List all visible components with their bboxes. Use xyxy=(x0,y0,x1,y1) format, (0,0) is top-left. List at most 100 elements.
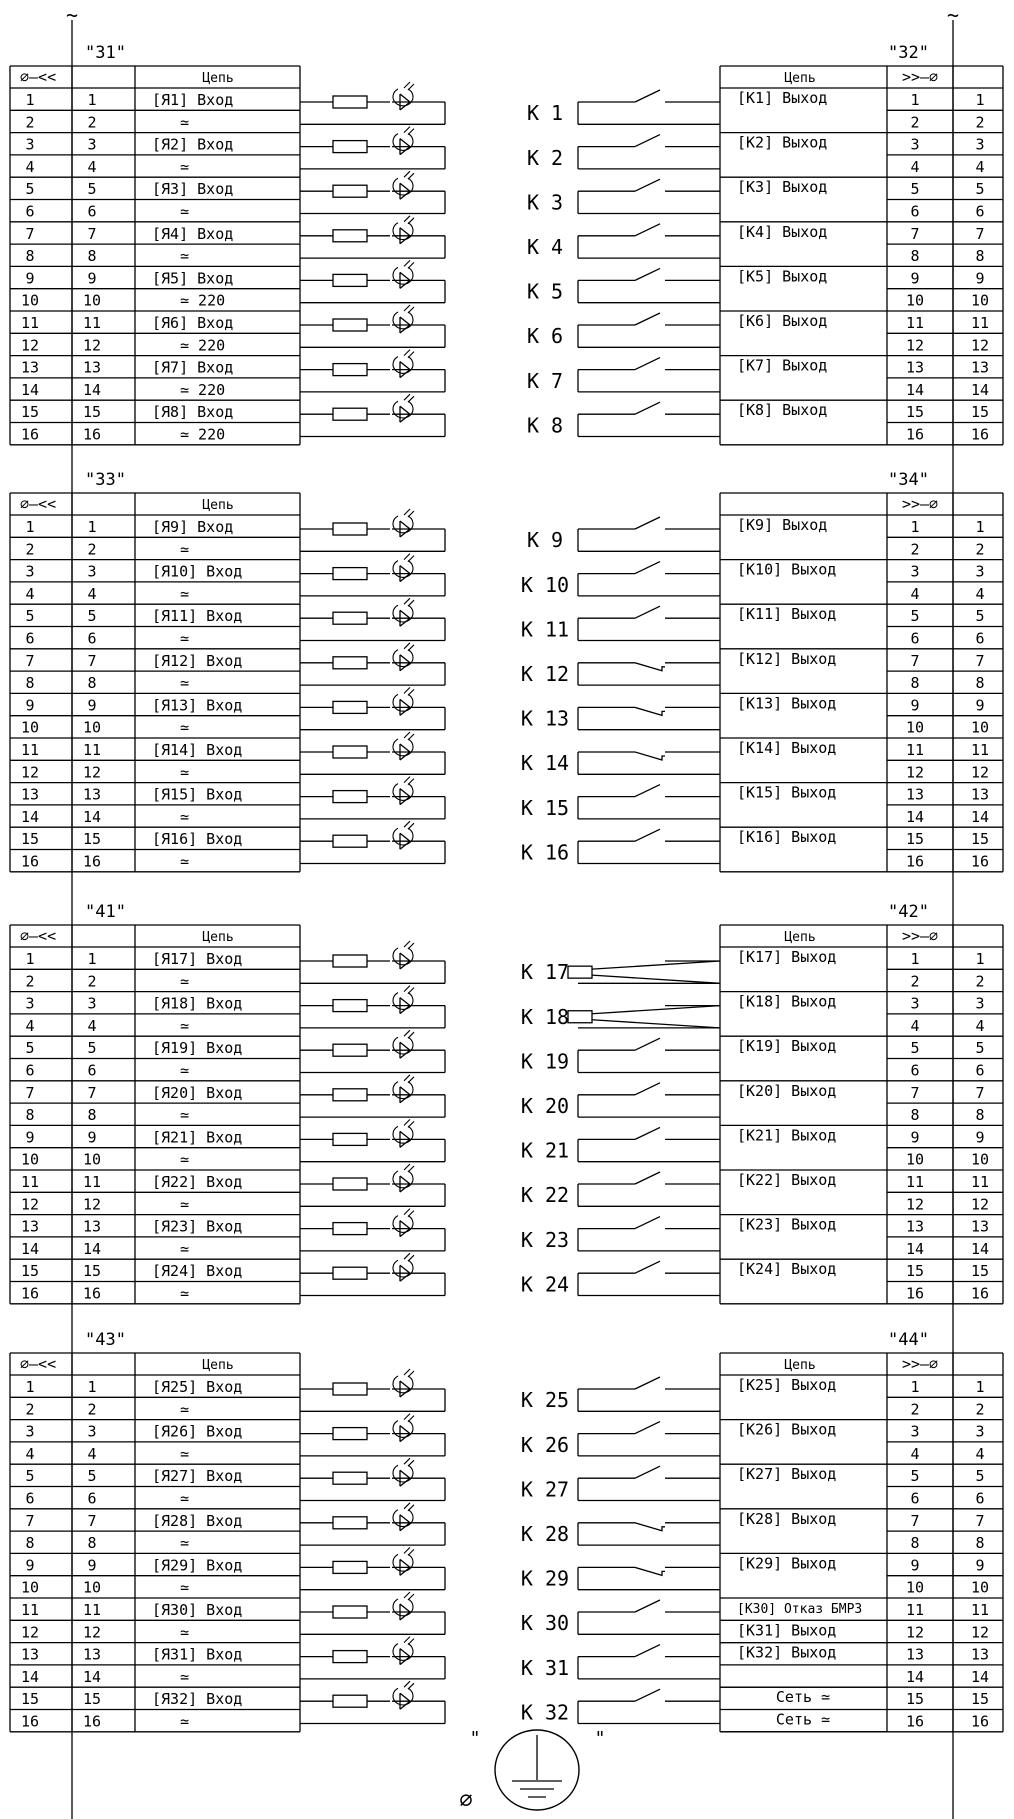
left-circuit-label: [Я17] Вход xyxy=(152,950,242,968)
left-contact-number: 11 xyxy=(83,1173,101,1191)
left-header-symbol: ∅—<< xyxy=(20,495,56,513)
left-contact-number: 16 xyxy=(83,1713,101,1731)
left-circuit-label: [Я5] Вход xyxy=(152,269,233,287)
left-pin-number: 8 xyxy=(25,1106,34,1124)
led-arrows xyxy=(403,1252,415,1262)
left-contact-number: 12 xyxy=(83,1195,101,1213)
relay-label: К 29 xyxy=(521,1567,569,1591)
relay-label: К 25 xyxy=(521,1388,569,1412)
left-contact-number: 5 xyxy=(87,607,96,625)
right-contact-number: 13 xyxy=(971,359,989,377)
left-contact-number: 3 xyxy=(87,1423,96,1441)
relay-label: К 26 xyxy=(521,1433,569,1457)
left-contact-number: 2 xyxy=(87,540,96,558)
led-circle xyxy=(392,1375,414,1394)
left-pin-number: 3 xyxy=(25,136,34,154)
left-header-label: Цепь xyxy=(202,71,233,86)
left-circuit-label: [Я9] Вход xyxy=(152,518,233,536)
right-header-symbol: >>—∅ xyxy=(902,927,938,945)
right-contact-number: 16 xyxy=(971,426,989,444)
led-circle xyxy=(392,783,414,801)
left-contact-number: 14 xyxy=(83,808,101,826)
right-circuit-label: [K11] Выход xyxy=(737,605,836,623)
left-pin-number: 14 xyxy=(21,1240,39,1258)
led-arrows xyxy=(403,304,415,314)
right-pin-number: 16 xyxy=(906,1713,924,1731)
right-contact-number: 10 xyxy=(971,719,989,737)
relay-label: К 21 xyxy=(521,1139,569,1163)
no-contact-symbol xyxy=(634,1082,661,1096)
led-circle xyxy=(392,1598,414,1617)
right-pin-number: 7 xyxy=(910,652,919,670)
left-circuit-label: [Я10] Вход xyxy=(152,563,242,581)
left-contact-number: 1 xyxy=(87,518,96,536)
right-pin-number: 6 xyxy=(910,630,919,648)
right-pin-number: 14 xyxy=(906,381,924,399)
right-circuit-label: [K15] Выход xyxy=(737,784,836,802)
right-contact-number: 4 xyxy=(975,585,984,603)
relay-label: К 8 xyxy=(527,413,563,437)
left-circuit-label: [Я2] Вход xyxy=(152,136,233,154)
relay-label: К 11 xyxy=(521,617,569,641)
right-pin-number: 5 xyxy=(910,607,919,625)
left-contact-number: 4 xyxy=(87,585,96,603)
coil-symbol xyxy=(567,965,593,979)
led-circle xyxy=(392,311,414,330)
right-pin-number: 3 xyxy=(910,1423,919,1441)
right-contact-number: 4 xyxy=(975,1445,984,1463)
left-pin-number: 2 xyxy=(25,1400,34,1418)
led-circle xyxy=(392,1687,414,1706)
relay-label: К 30 xyxy=(521,1611,569,1635)
right-contact-number: 16 xyxy=(971,853,989,871)
right-terminal-table: Цепь >>—∅[K17] Выход 1 12 2[K18] Выход 3 34 4[K… xyxy=(719,924,1004,1305)
left-pin-number: 8 xyxy=(25,674,34,692)
left-circuit-label: [Я24] Вход xyxy=(152,1262,242,1280)
led-arrows xyxy=(403,1208,415,1217)
left-contact-number: 11 xyxy=(83,314,101,332)
right-circuit-label: [K8] Выход xyxy=(737,401,827,419)
right-pin-number: 15 xyxy=(906,830,924,848)
left-contact-number: 14 xyxy=(83,1668,101,1686)
led-arrows xyxy=(403,215,415,225)
right-circuit-label: [K1] Выход xyxy=(737,89,827,107)
right-contact-number: 14 xyxy=(971,1240,989,1258)
no-contact-symbol xyxy=(634,223,661,237)
left-pin-number: 8 xyxy=(25,247,34,265)
relay-label: К 27 xyxy=(521,1477,569,1501)
left-pin-number: 15 xyxy=(21,1262,39,1280)
right-contact-number: 16 xyxy=(971,1285,989,1303)
right-circuit-label: [K28] Выход xyxy=(737,1510,836,1528)
led-arrows xyxy=(403,776,415,785)
right-circuit-label: [K25] Выход xyxy=(737,1376,836,1394)
right-contact-number: 6 xyxy=(975,630,984,648)
no-contact-symbol xyxy=(634,561,661,575)
left-circuit-label: [Я14] Вход xyxy=(152,741,242,759)
relay-contacts: К 1 К 2 К 3 К 4 К 5 К 6 К 7 К 8 xyxy=(527,89,720,437)
left-pin-number: 7 xyxy=(25,652,34,670)
right-circuit-label: [K24] Выход xyxy=(737,1260,836,1278)
left-contact-number: 6 xyxy=(87,1062,96,1080)
right-contact-number: 6 xyxy=(975,1062,984,1080)
right-contact-number: 3 xyxy=(975,1423,984,1441)
resistor-symbol xyxy=(332,1132,368,1147)
left-contact-number: 14 xyxy=(83,381,101,399)
top-mark-left: ~ xyxy=(66,3,78,27)
right-contact-number: 11 xyxy=(971,741,989,759)
right-pin-number: 1 xyxy=(910,91,919,109)
left-pin-number: 10 xyxy=(21,719,39,737)
resistor-symbol xyxy=(332,1426,368,1441)
left-pin-number: 5 xyxy=(25,607,34,625)
right-pin-number: 1 xyxy=(910,950,919,968)
resistor-symbol xyxy=(332,1649,368,1664)
right-pin-number: 6 xyxy=(910,203,919,221)
right-pin-number: 13 xyxy=(906,786,924,804)
left-contact-number: 3 xyxy=(87,995,96,1013)
led-arrows xyxy=(403,126,415,135)
left-circuit-label: [Я18] Вход xyxy=(152,995,242,1013)
right-pin-number: 10 xyxy=(906,1579,924,1597)
left-header-symbol: ∅—<< xyxy=(20,927,56,945)
relay-label: К 23 xyxy=(521,1228,569,1252)
right-pin-number: 9 xyxy=(910,1128,919,1146)
